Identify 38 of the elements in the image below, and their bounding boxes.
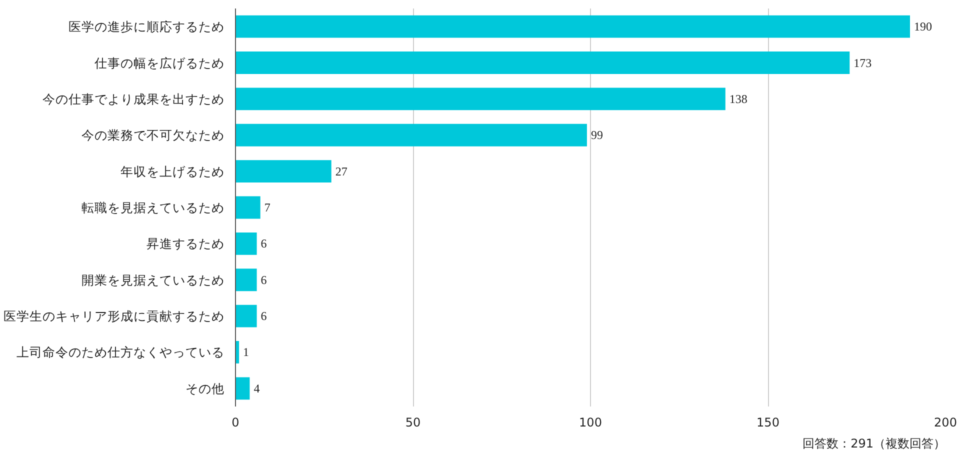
y-tick-label: 年収を上げるため [120,164,224,179]
data-label: 173 [854,56,872,70]
data-label: 190 [914,20,932,34]
y-tick-label: 開業を見据えているため [82,272,224,288]
y-tick-label: 医学の進歩に順応するため [68,19,224,34]
x-tick-label: 50 [405,416,421,430]
data-label: 27 [335,164,348,178]
bar [236,160,332,183]
bar [236,88,726,110]
y-tick-label: その他 [186,380,224,396]
y-tick-label: 仕事の幅を広げるため [94,55,224,70]
y-tick-label: 今の業務で不可欠なため [82,128,224,143]
bar [236,52,850,74]
text: 回答数：291（複数回答） [802,436,946,450]
data-label: 6 [260,236,267,251]
bar [236,304,257,328]
bar [236,15,910,38]
y-tick-label: 今の仕事でより成果を出すため [42,91,224,106]
bar [236,268,257,292]
y-tick-label: 上司命令のため仕方なくやっている [16,344,224,360]
y-tick-label: 転職を見据えているため [82,200,224,215]
x-tick-label: 150 [756,416,780,430]
y-tick-label: 昇進するため [146,236,224,252]
data-label: 4 [254,381,260,396]
data-label: 7 [264,200,270,214]
data-label: 138 [729,92,748,106]
data-label: 6 [260,309,267,324]
x-tick-label: 100 [579,416,602,430]
data-label: 6 [260,272,267,287]
bar [236,124,587,146]
bar [236,377,250,400]
x-tick-label: 200 [934,416,957,430]
data-label: 99 [590,128,603,142]
bar [236,232,257,255]
bar [236,196,260,219]
y-tick-label: 医学生のキャリア形成に貢献するため [4,308,224,324]
data-label: 1 [243,345,250,360]
x-tick-label: 0 [232,416,240,430]
